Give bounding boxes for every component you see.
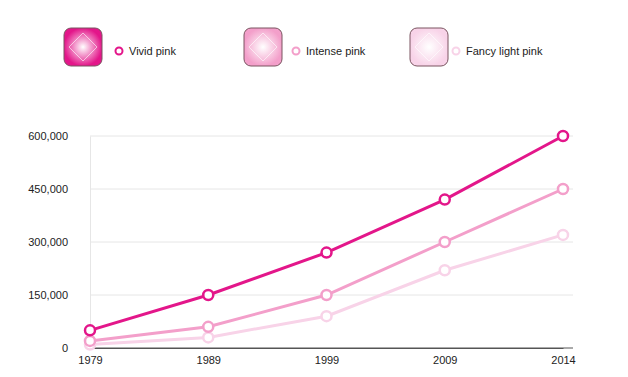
marker [322, 248, 332, 258]
marker [558, 230, 568, 240]
line [90, 136, 563, 330]
y-tick-label: 0 [62, 342, 68, 354]
y-tick-label: 450,000 [28, 183, 68, 195]
x-tick: 2014 [551, 348, 575, 366]
chart: 0 150,000 300,000 450,000 600,000 1979 1989 199… [0, 0, 628, 377]
marker [203, 290, 213, 300]
x-tick-label: 2009 [433, 354, 457, 366]
x-tick: 1989 [197, 348, 221, 366]
legend-icon [244, 28, 282, 66]
plot-area [85, 131, 568, 349]
x-tick: 2009 [433, 348, 457, 366]
grid-line [90, 242, 573, 243]
grid-line [90, 189, 573, 190]
series [85, 184, 568, 346]
grid-line [90, 136, 573, 137]
x-tick-label: 1989 [197, 354, 221, 366]
legend-label: Intense pink [306, 45, 366, 57]
marker [322, 311, 332, 321]
marker [85, 336, 95, 346]
legend-item: Intense pink [244, 28, 366, 66]
marker [203, 332, 213, 342]
marker [440, 195, 450, 205]
legend-label: Vivid pink [129, 45, 176, 57]
y-axis: 0 150,000 300,000 450,000 600,000 [28, 130, 90, 354]
line [90, 189, 563, 341]
y-tick: 600,000 [28, 130, 90, 142]
legend-label: Fancy light pink [466, 45, 543, 57]
x-axis: 1979 1989 1999 2009 2014 [78, 348, 575, 366]
marker [558, 184, 568, 194]
marker [558, 131, 568, 141]
y-axis-line [90, 137, 91, 349]
legend-icon-facet [69, 33, 97, 61]
x-tick-label: 1979 [78, 354, 102, 366]
x-tick-label: 2014 [551, 354, 575, 366]
marker [440, 237, 450, 247]
grid [90, 136, 573, 348]
x-tick: 1999 [315, 348, 339, 366]
y-tick: 150,000 [28, 289, 90, 301]
legend-marker [293, 48, 300, 55]
y-tick-label: 300,000 [28, 236, 68, 248]
y-tick: 450,000 [28, 183, 90, 195]
marker [85, 325, 95, 335]
marker [203, 322, 213, 332]
line [90, 235, 563, 345]
legend-icon-facet [249, 33, 277, 61]
y-tick-label: 600,000 [28, 130, 68, 142]
marker [440, 265, 450, 275]
legend-icon [410, 28, 448, 66]
legend-icon-facet [415, 33, 443, 61]
legend-marker [116, 48, 123, 55]
legend: Vivid pink Intense pink Fancy light pink [64, 28, 543, 66]
x-axis-line [91, 348, 564, 349]
marker [322, 290, 332, 300]
legend-item: Fancy light pink [410, 28, 543, 66]
series [85, 131, 568, 335]
y-tick-label: 150,000 [28, 289, 68, 301]
y-tick: 300,000 [28, 236, 90, 248]
legend-item: Vivid pink [64, 28, 176, 66]
grid-line [90, 348, 573, 349]
x-tick-label: 1999 [315, 354, 339, 366]
legend-marker [453, 48, 460, 55]
legend-icon [64, 28, 102, 66]
